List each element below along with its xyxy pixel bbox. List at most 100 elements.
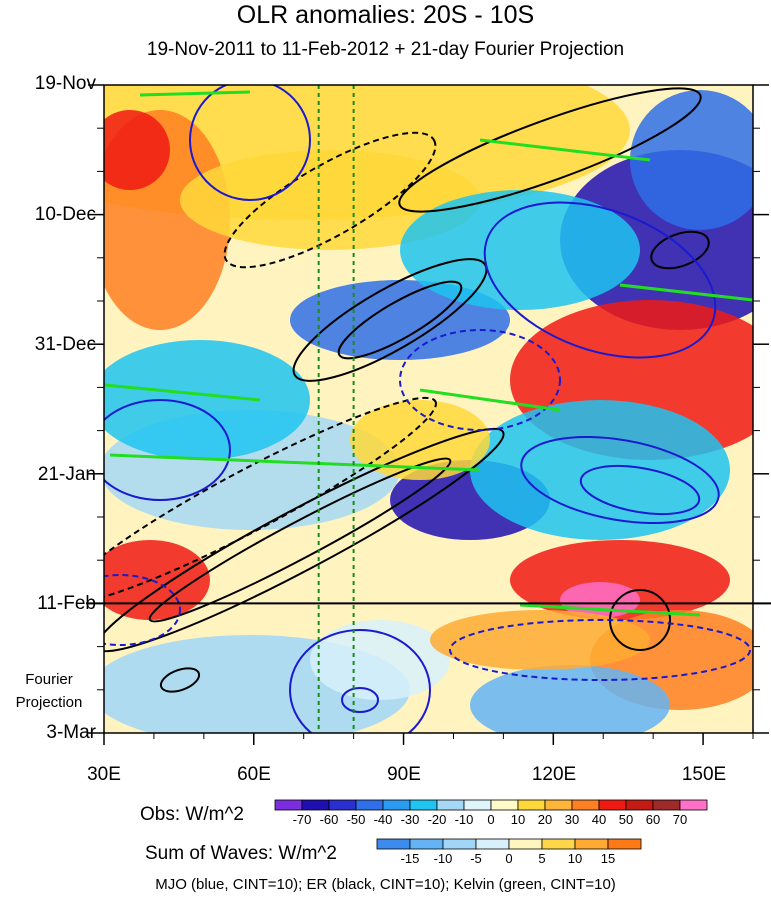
colorbar-swatch [598, 799, 627, 811]
colorbar-label: 10 [567, 851, 583, 866]
colorbar-swatch [328, 799, 357, 811]
colorbar-label: -5 [470, 851, 482, 866]
colorbar-swatch [409, 799, 438, 811]
colorbar-label: 15 [600, 851, 616, 866]
colorbar-swatch [607, 838, 642, 850]
colorbar-swatch [463, 799, 492, 811]
colorbar-swatch [625, 799, 654, 811]
anomaly-patch [310, 620, 450, 700]
wave-contour [223, 131, 437, 269]
colorbar-swatch [508, 838, 543, 850]
colorbar-label: 20 [537, 812, 553, 827]
kelvin-contour [419, 388, 561, 412]
colorbar-label: 30 [564, 812, 580, 827]
anomaly-patch [104, 540, 210, 620]
colorbar-label: -50 [346, 812, 366, 827]
kelvin-contour [104, 383, 261, 402]
wave-contour [337, 280, 463, 360]
y-tick-label: 21-Jan [37, 464, 96, 485]
x-tick-label: 120E [531, 764, 577, 785]
colorbar-label: 5 [538, 851, 546, 866]
colorbar-swatch [490, 799, 519, 811]
colorbar-swatch [517, 799, 546, 811]
colorbar-label: -10 [454, 812, 474, 827]
colorbar-swatch [376, 838, 411, 850]
colorbar-swatch [301, 799, 330, 811]
anomaly-patch [104, 340, 310, 460]
projection-label-line2: Projection [15, 694, 83, 711]
wave-contour [449, 619, 751, 681]
anomaly-patch [180, 150, 480, 250]
wave-contour [104, 399, 231, 501]
colorbar-swatch [679, 799, 708, 811]
wave-contour [483, 201, 717, 359]
wave-contour [104, 574, 181, 646]
colorbar-label: 0 [487, 812, 495, 827]
anomaly-patch [470, 400, 730, 540]
anomaly-patch [400, 190, 640, 310]
anomaly-patch [350, 400, 490, 480]
colorbar-swatch [436, 799, 465, 811]
x-tick-label: 150E [681, 764, 727, 785]
obs-colorbar [274, 799, 708, 811]
x-tick-label: 60E [237, 764, 271, 785]
wave-contour [520, 435, 720, 525]
y-tick-label: 3-Mar [46, 722, 96, 743]
wave-contour [650, 230, 710, 270]
colorbar-label: 10 [510, 812, 526, 827]
colorbar-label: 0 [505, 851, 513, 866]
y-tick-label: 31-Dec [34, 334, 96, 355]
kelvin-contour [479, 138, 651, 162]
anomaly-patch [104, 110, 170, 190]
wave-contour [159, 667, 201, 693]
colorbar-label: 60 [645, 812, 661, 827]
colorbar-swatch [571, 799, 600, 811]
y-tick-label: 11-Feb [37, 593, 96, 614]
obs-legend-title: Obs: W/m^2 [140, 804, 244, 825]
kelvin-contour [619, 283, 753, 302]
x-tick-label: 30E [87, 764, 121, 785]
chart-subtitle: 19-Nov-2011 to 11-Feb-2012 + 21-day Four… [146, 39, 625, 60]
kelvin-contour [139, 90, 251, 97]
colorbar-label: -60 [319, 812, 339, 827]
colorbar-label: -40 [373, 812, 393, 827]
colorbar-label: -10 [433, 851, 453, 866]
colorbar-swatch [541, 838, 576, 850]
plot-frame [103, 84, 754, 734]
wave-contour [189, 85, 311, 201]
colorbar-swatch [382, 799, 411, 811]
wave-contour [104, 396, 437, 604]
y-tick-label: 10-Dec [34, 204, 96, 225]
contour-footer: MJO (blue, CINT=10); ER (black, CINT=10)… [155, 876, 616, 893]
kelvin-contour [109, 453, 481, 472]
wave-contour [579, 464, 701, 516]
colorbar-swatch [355, 799, 384, 811]
waves-legend-title: Sum of Waves: W/m^2 [145, 843, 337, 864]
wave-contour [399, 329, 561, 431]
colorbar-swatch [652, 799, 681, 811]
colorbar-swatch [574, 838, 609, 850]
waves-colorbar [376, 838, 642, 850]
colorbar-swatch [274, 799, 303, 811]
anomaly-patch [430, 610, 650, 670]
colorbar-label: -30 [400, 812, 420, 827]
anomaly-patch [470, 665, 670, 733]
projection-label-line1: Fourier [25, 671, 73, 688]
colorbar-label: 70 [672, 812, 688, 827]
wave-contour [341, 687, 379, 713]
x-tick-label: 90E [387, 764, 421, 785]
colorbar-label: -70 [292, 812, 312, 827]
colorbar-swatch [442, 838, 477, 850]
colorbar-label: -15 [400, 851, 420, 866]
wave-contour [148, 457, 452, 623]
anomaly-patch [630, 90, 753, 230]
colorbar-swatch [475, 838, 510, 850]
colorbar-swatch [544, 799, 573, 811]
chart-title: OLR anomalies: 20S - 10S [236, 1, 535, 29]
colorbar-label: -20 [427, 812, 447, 827]
colorbar-label: 40 [591, 812, 607, 827]
colorbar-label: 50 [618, 812, 634, 827]
y-tick-label: 19-Nov [34, 73, 96, 94]
kelvin-contour [519, 603, 701, 617]
